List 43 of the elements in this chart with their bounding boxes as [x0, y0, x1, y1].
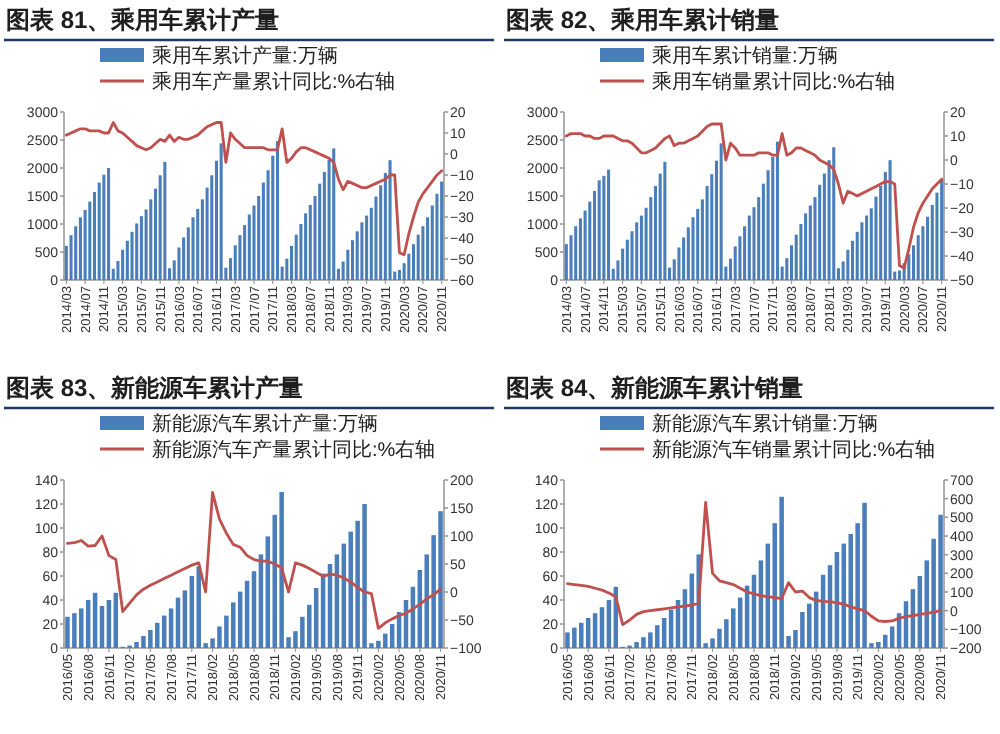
bar [592, 613, 598, 648]
bar [579, 622, 584, 648]
bar [148, 630, 153, 648]
chart-title: 图表 82、乘用车累计销量 [506, 6, 780, 34]
legend-label: 新能源汽车累计产量:万辆 [152, 412, 378, 436]
legend-label: 乘用车累计销量:万辆 [652, 44, 838, 68]
line-series [566, 501, 942, 627]
line-series [66, 490, 442, 630]
legend-label: 乘用车产量累计同比:%右轴 [152, 70, 396, 94]
bar [196, 566, 201, 648]
bar [141, 636, 146, 648]
bar [655, 625, 660, 648]
chart-title: 图表 84、新能源车累计销量 [506, 374, 804, 402]
bar [155, 622, 160, 648]
bar [634, 642, 639, 648]
legend-label: 新能源汽车累计销量:万辆 [652, 412, 878, 436]
bar [883, 634, 888, 648]
bar [862, 502, 867, 648]
line-series [64, 121, 444, 257]
bar [565, 632, 570, 648]
legend-label: 新能源汽车销量累计同比:%右轴 [652, 438, 936, 462]
line-series [564, 122, 944, 270]
chart-title: 图表 83、新能源车累计产量 [6, 374, 304, 402]
bar [876, 642, 881, 648]
legend-label: 乘用车销量累计同比:%右轴 [652, 70, 896, 94]
bar [279, 492, 284, 648]
bar [79, 608, 84, 648]
legend-label: 乘用车累计产量:万辆 [152, 44, 338, 68]
bar [134, 642, 139, 648]
bar [599, 607, 605, 648]
bar [938, 514, 943, 648]
chart-title: 图表 81、乘用车累计产量 [6, 6, 280, 34]
bar [376, 640, 381, 648]
bar [779, 496, 784, 648]
bar [65, 616, 70, 648]
bar [362, 504, 367, 648]
bar [800, 612, 805, 648]
bar [572, 627, 577, 648]
bar [648, 632, 653, 648]
bar [438, 511, 443, 648]
bar [641, 637, 646, 648]
legend-label: 新能源汽车产量累计同比:%右轴 [152, 438, 436, 462]
bar [72, 613, 77, 648]
